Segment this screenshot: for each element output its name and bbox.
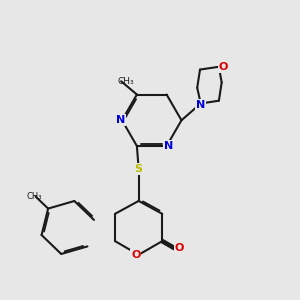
Text: N: N — [196, 100, 205, 110]
Text: CH₃: CH₃ — [26, 192, 41, 201]
Text: O: O — [218, 62, 228, 72]
Text: S: S — [135, 164, 142, 174]
Text: O: O — [175, 243, 184, 253]
Text: N: N — [116, 115, 125, 125]
Text: O: O — [131, 250, 140, 260]
Text: N: N — [164, 141, 173, 151]
Text: CH₃: CH₃ — [117, 77, 134, 86]
